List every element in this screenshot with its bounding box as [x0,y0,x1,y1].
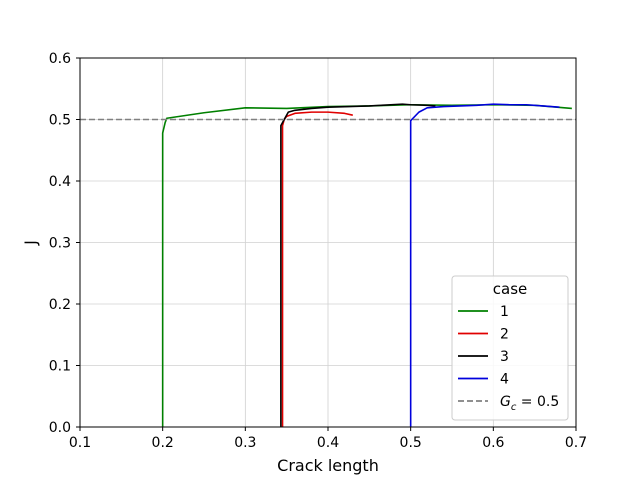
legend-label-case-1: 1 [500,304,509,320]
y-tick-label: 0.1 [49,359,71,375]
legend-label-gc: Gc = 0.5 [500,394,559,413]
legend-label-gc-subscript: c [511,402,517,413]
x-tick-label: 0.5 [400,435,422,451]
legend: case 1 2 3 4 Gc = 0.5 [451,275,569,421]
x-tick-label: 0.3 [234,435,256,451]
y-axis-label: J [21,240,40,246]
y-tick-label: 0.2 [49,297,71,313]
x-axis-label: Crack length [277,456,379,475]
series-lines [80,103,576,427]
legend-items: 1 2 3 4 Gc = 0.5 [458,304,559,413]
legend-label-gc-value: = 0.5 [516,394,559,410]
y-tick-label: 0.0 [49,420,71,436]
x-tick-label: 0.4 [317,435,339,451]
x-tick-label: 0.2 [152,435,174,451]
legend-label-gc-symbol: G [500,394,511,410]
x-tick-label: 0.7 [565,435,587,451]
legend-label-case-2: 2 [500,327,509,343]
y-tick-label: 0.4 [49,174,71,190]
y-tick-label: 0.3 [49,236,71,252]
legend-box [451,275,569,421]
series-line-case-3 [280,103,436,427]
ticks: 0.1 0.2 0.3 0.4 0.5 0.6 0.70.00.10.20.30.40.50… [49,51,587,451]
x-tick-label: 0.6 [482,435,504,451]
y-tick-label: 0.5 [49,113,71,129]
y-tick-label: 0.6 [49,51,71,67]
legend-label-case-3: 3 [500,349,509,365]
series-line-case-2 [281,111,353,427]
legend-label-case-4: 4 [500,372,509,388]
series-line-case-4 [409,103,560,427]
legend-title: case [493,280,527,298]
x-tick-label: 0.1 [69,435,91,451]
